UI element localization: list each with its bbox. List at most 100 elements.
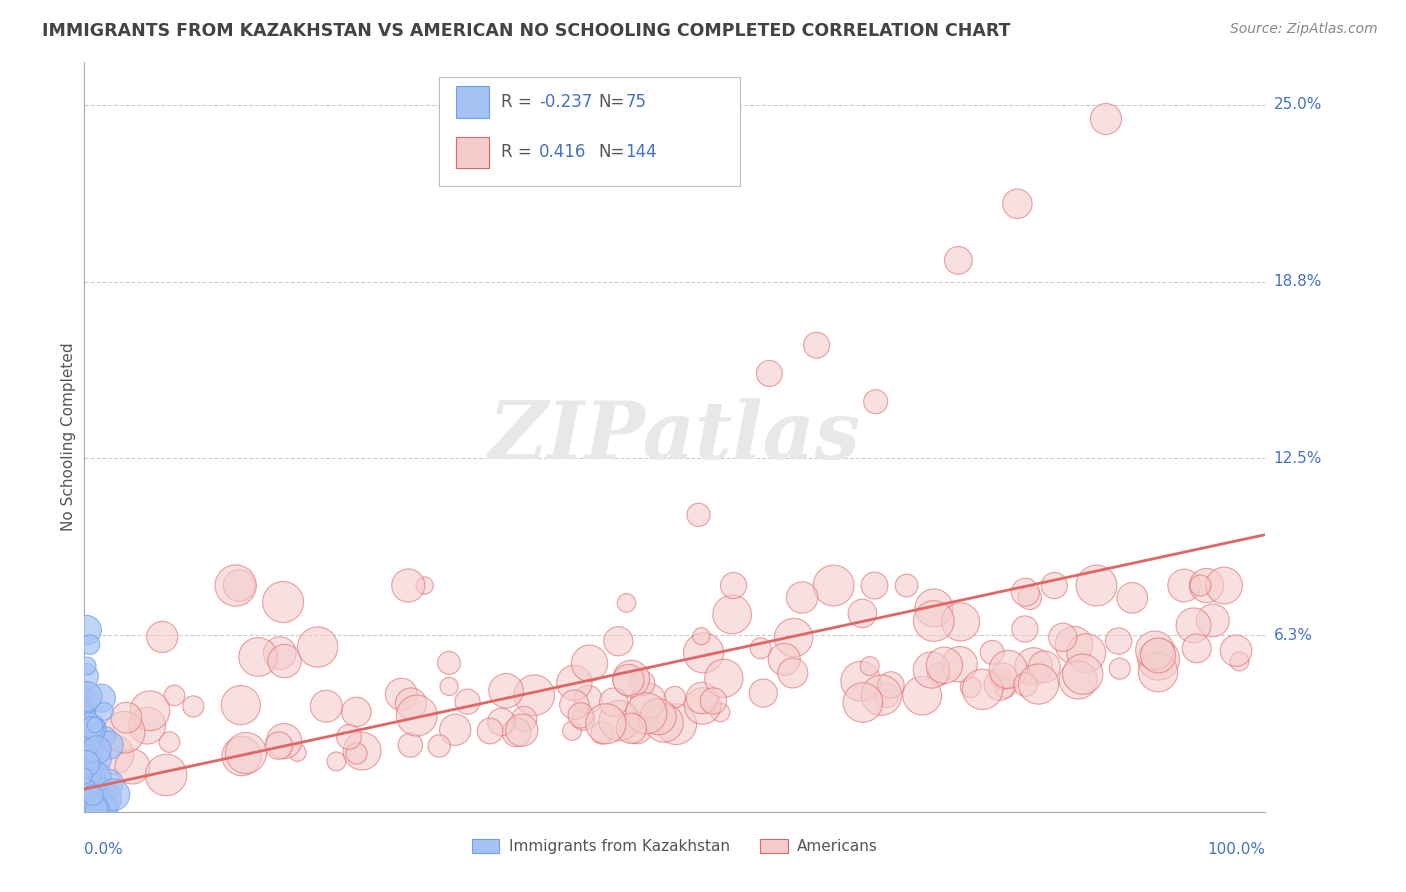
Point	[752, 686, 775, 700]
Point	[73, 683, 96, 698]
Text: 12.5%: 12.5%	[1274, 450, 1322, 466]
Text: R =: R =	[502, 144, 537, 161]
Point	[231, 749, 253, 764]
Point	[80, 801, 103, 815]
Point	[399, 697, 422, 711]
Point	[75, 670, 97, 684]
Point	[607, 634, 630, 648]
Point	[1108, 634, 1130, 648]
Point	[76, 659, 98, 673]
Point	[84, 718, 107, 732]
Point	[86, 802, 108, 816]
Point	[637, 694, 659, 708]
Point	[1182, 618, 1205, 632]
Point	[346, 747, 368, 761]
Point	[103, 747, 125, 762]
Point	[1022, 659, 1045, 673]
Point	[1028, 677, 1050, 691]
Point	[702, 694, 724, 708]
Point	[959, 680, 981, 694]
Point	[849, 674, 872, 689]
Point	[981, 645, 1004, 659]
Point	[1007, 196, 1029, 211]
Point	[993, 669, 1015, 683]
Point	[235, 746, 257, 760]
Point	[155, 768, 177, 782]
Point	[75, 798, 97, 813]
Point	[647, 709, 669, 723]
Text: IMMIGRANTS FROM KAZAKHSTAN VS AMERICAN NO SCHOOLING COMPLETED CORRELATION CHART: IMMIGRANTS FROM KAZAKHSTAN VS AMERICAN N…	[42, 22, 1011, 40]
Point	[620, 672, 643, 686]
Point	[413, 578, 436, 592]
Point	[273, 734, 295, 748]
Point	[631, 676, 654, 690]
FancyBboxPatch shape	[439, 78, 740, 186]
Point	[863, 578, 886, 592]
Point	[1071, 667, 1094, 681]
Point	[437, 680, 460, 694]
Point	[1143, 643, 1166, 657]
Point	[523, 688, 546, 702]
Point	[859, 659, 882, 673]
Point	[112, 725, 135, 739]
Point	[103, 788, 125, 802]
Point	[495, 683, 517, 698]
Point	[150, 630, 173, 644]
Point	[76, 785, 98, 799]
Point	[273, 654, 295, 668]
Point	[83, 801, 105, 815]
Point	[75, 791, 97, 805]
Point	[692, 698, 714, 713]
Point	[569, 708, 592, 723]
Point	[896, 578, 918, 592]
Point	[76, 690, 98, 704]
Text: N=: N=	[598, 144, 624, 161]
Point	[457, 695, 479, 709]
Point	[920, 663, 942, 677]
Point	[76, 765, 98, 780]
Point	[1095, 112, 1118, 126]
Point	[75, 772, 97, 787]
Point	[269, 646, 291, 660]
Point	[1033, 659, 1056, 673]
Point	[806, 338, 828, 352]
Point	[79, 785, 101, 799]
Point	[76, 802, 98, 816]
Point	[90, 691, 112, 706]
Point	[1195, 578, 1218, 592]
Point	[1213, 578, 1236, 592]
Point	[73, 792, 96, 806]
Point	[782, 631, 804, 645]
Point	[80, 790, 103, 805]
Point	[1108, 662, 1130, 676]
Point	[267, 739, 290, 753]
Point	[76, 781, 98, 796]
Point	[616, 596, 638, 610]
Point	[159, 735, 181, 749]
Point	[1147, 652, 1170, 666]
Point	[652, 715, 675, 730]
Point	[136, 718, 159, 732]
Point	[1121, 591, 1143, 605]
Point	[86, 743, 108, 757]
Point	[80, 768, 103, 782]
Point	[782, 665, 804, 680]
Point	[94, 730, 117, 744]
Point	[692, 646, 714, 660]
Point	[1185, 641, 1208, 656]
Point	[247, 649, 270, 664]
Point	[76, 730, 98, 744]
Point	[75, 693, 97, 707]
Point	[773, 652, 796, 666]
Point	[82, 788, 104, 802]
Bar	[457, 87, 489, 118]
Point	[510, 723, 533, 738]
Text: 25.0%: 25.0%	[1274, 97, 1322, 112]
Point	[972, 682, 994, 697]
Point	[1014, 622, 1036, 636]
Point	[607, 714, 630, 728]
Point	[949, 615, 972, 629]
Point	[352, 744, 374, 758]
Point	[73, 783, 96, 797]
Point	[75, 753, 97, 767]
